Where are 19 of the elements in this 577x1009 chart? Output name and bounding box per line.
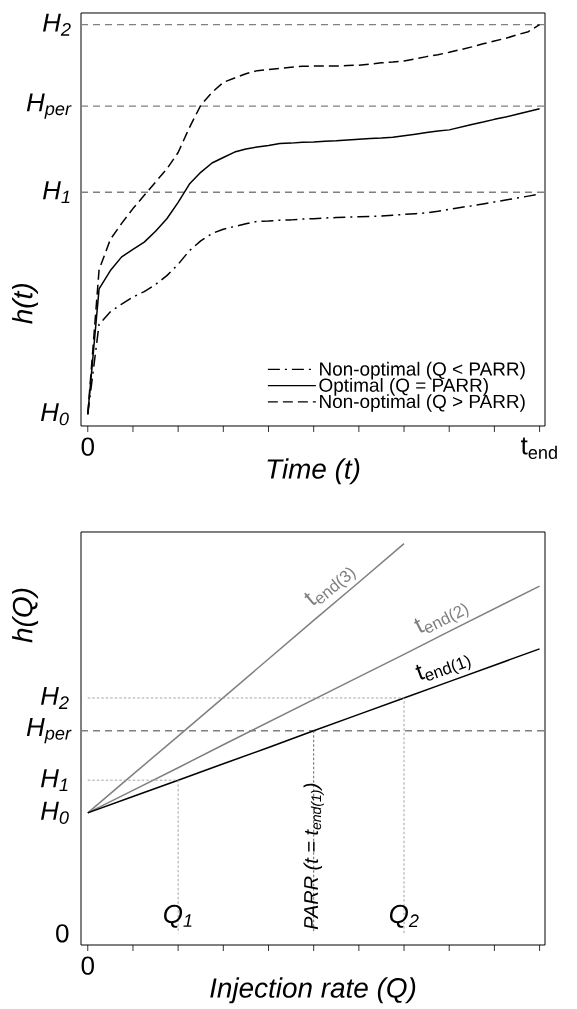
annotation: H$_{1}$ bbox=[40, 769, 68, 792]
annotation: H$_{0}$ bbox=[40, 403, 69, 426]
annotation: H$_{0}$ bbox=[40, 801, 69, 824]
ref-line-label: H$_{2}$ bbox=[42, 13, 71, 36]
x-tick-label: t$_{end}$ bbox=[521, 437, 557, 460]
text: t$_{end(1)}$ bbox=[415, 655, 471, 681]
ref-line-label: H$_{per}$ bbox=[26, 93, 72, 119]
x-tick-label: Q$_{1}$ bbox=[164, 904, 192, 928]
x-tick-label: Q$_{2}$ bbox=[389, 904, 419, 928]
y-axis-title: h(t) bbox=[12, 284, 39, 324]
y-axis-title: h(Q) bbox=[12, 588, 39, 643]
x-axis-title: Time (t) bbox=[267, 458, 360, 485]
annotation: H$_{2}$ bbox=[40, 687, 69, 709]
legend-label: Non-optimal (Q > PARR) bbox=[320, 394, 525, 412]
x-axis-title: Injection rate (Q) bbox=[210, 977, 416, 1004]
ref-line-label: H$_{per}$ bbox=[26, 718, 72, 744]
x-tick-label: PARR (t = t$_{end(1)}$) bbox=[303, 783, 324, 930]
ref-line-label: H$_{1}$ bbox=[42, 181, 70, 204]
text: 0 bbox=[56, 924, 69, 943]
